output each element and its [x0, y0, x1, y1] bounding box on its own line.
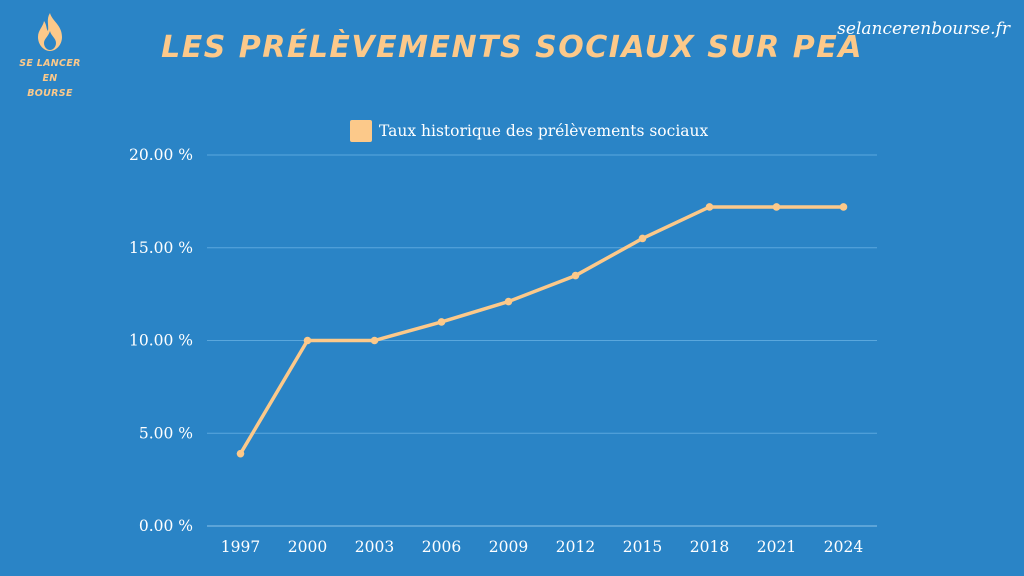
y-tick-label: 5.00 %: [139, 424, 193, 442]
x-tick-label: 2009: [489, 538, 528, 556]
site-url: selancerenbourse.fr: [837, 19, 1010, 39]
data-point: [504, 297, 513, 306]
chart-legend: Taux historique des prélèvements sociaux: [350, 120, 708, 142]
x-tick-label: 2024: [824, 538, 864, 556]
brand-logo: SE LANCER EN BOURSE: [18, 12, 82, 101]
data-point: [638, 234, 647, 243]
series-line: [238, 205, 846, 456]
data-point: [839, 203, 848, 211]
x-tick-label: 2015: [623, 538, 662, 556]
data-point: [303, 336, 312, 345]
data-point: [571, 271, 580, 280]
legend-label: Taux historique des prélèvements sociaux: [379, 122, 709, 140]
data-point: [705, 203, 714, 211]
legend-swatch: [350, 120, 372, 142]
x-tick-label: 2006: [422, 538, 461, 556]
data-point: [772, 203, 781, 211]
x-tick-label: 2021: [757, 538, 796, 556]
data-point: [437, 318, 446, 326]
x-tick-label: 1997: [221, 538, 260, 556]
logo-text-line2: EN BOURSE: [27, 73, 73, 99]
x-tick-label: 2003: [355, 538, 394, 556]
x-tick-label: 2000: [288, 538, 327, 556]
data-point: [370, 336, 379, 345]
y-tick-label: 10.00 %: [129, 332, 193, 350]
data-point: [236, 449, 245, 458]
x-tick-label: 2018: [690, 538, 729, 556]
y-tick-label: 20.00 %: [129, 146, 193, 164]
y-tick-label: 15.00 %: [129, 239, 193, 257]
x-tick-label: 2012: [556, 538, 595, 556]
logo-text-line1: SE LANCER: [19, 58, 81, 69]
y-tick-label: 0.00 %: [139, 517, 193, 535]
page-title: LES PRÉLÈVEMENTS SOCIAUX SUR PEA: [161, 30, 863, 65]
flame-icon: [38, 13, 62, 51]
